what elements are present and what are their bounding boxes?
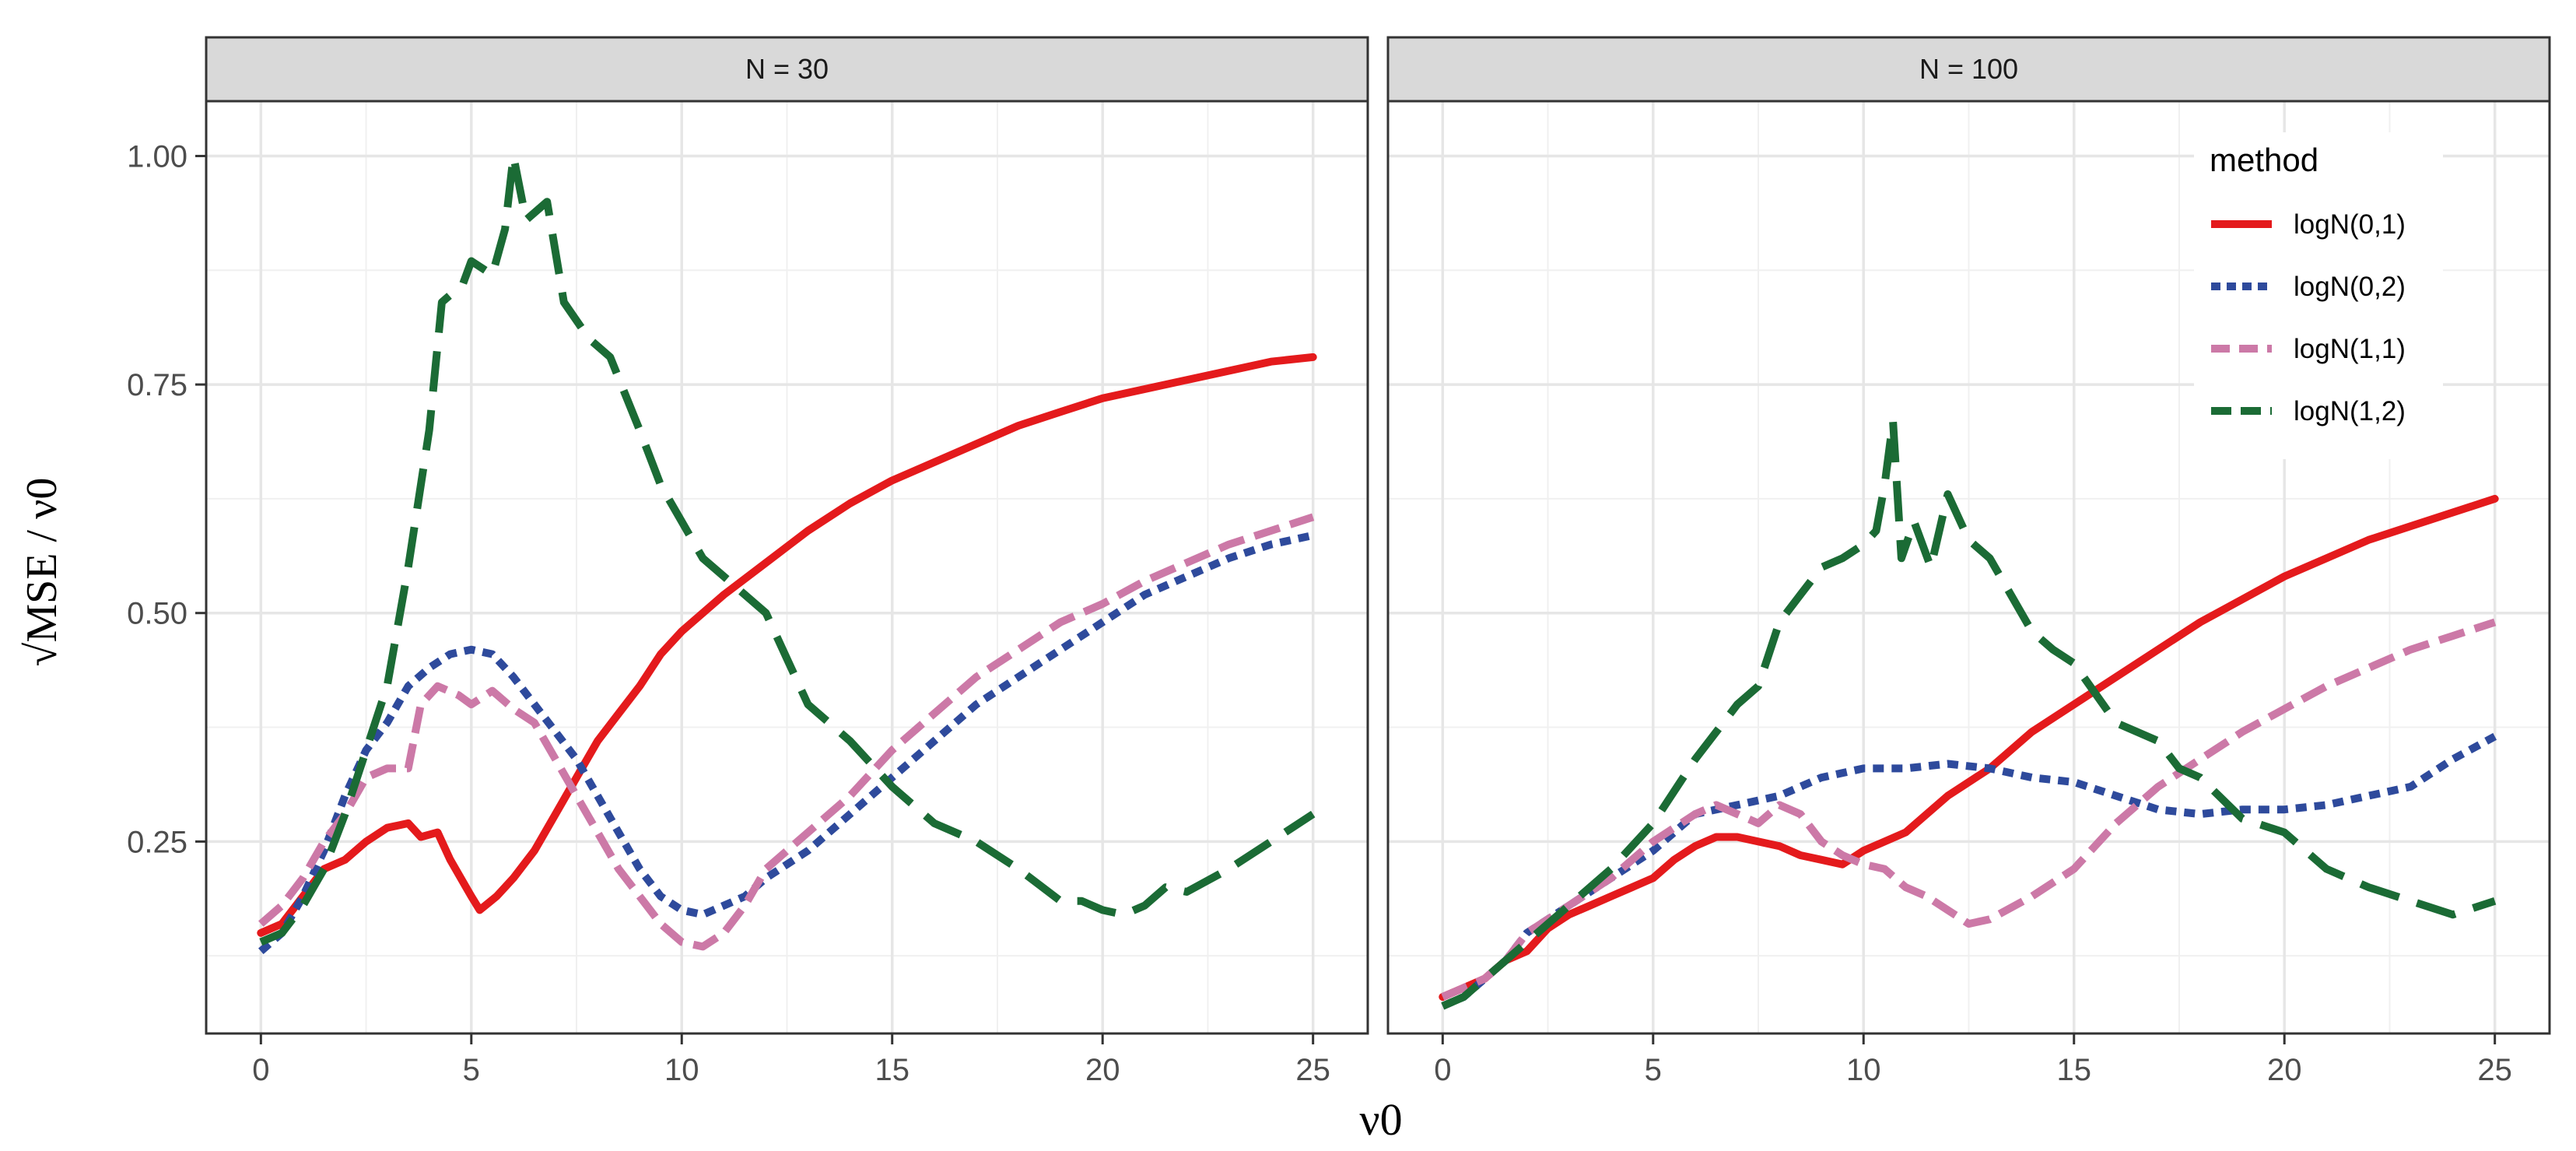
legend-label: logN(0,1) bbox=[2294, 209, 2406, 240]
series-line-logN(0,1) bbox=[257, 353, 1317, 937]
panel-border bbox=[1386, 100, 2551, 1035]
facet-strip-label: N = 100 bbox=[1919, 53, 2018, 85]
legend-label: logN(0,2) bbox=[2294, 272, 2406, 302]
legend-label: logN(1,2) bbox=[2294, 396, 2406, 426]
facet-strip bbox=[205, 36, 1369, 103]
series-line-logN(0,1) bbox=[1439, 494, 2499, 1001]
y-tick-label: 0.50 bbox=[127, 597, 188, 631]
x-tick-label: 5 bbox=[1645, 1053, 1662, 1087]
x-axis-label: ν0 bbox=[1359, 1094, 1402, 1145]
series-line-logN(1,1) bbox=[1441, 618, 2497, 1001]
panel-border bbox=[205, 100, 1369, 1035]
x-tick-label: 10 bbox=[664, 1053, 699, 1087]
x-tick-label: 10 bbox=[1846, 1053, 1881, 1087]
series-line-logN(1,1) bbox=[258, 513, 1315, 951]
x-tick-label: 20 bbox=[1085, 1053, 1120, 1087]
x-tick-label: 15 bbox=[874, 1053, 909, 1087]
series-line-logN(0,2) bbox=[258, 532, 1314, 955]
series-line-logN(1,2) bbox=[259, 152, 1316, 946]
panel-1: N = 30 0 5 10 15 20 25 0.25 0.50 0.75 1.00 bbox=[127, 36, 1369, 1087]
x-tick-label: 0 bbox=[1434, 1053, 1451, 1087]
legend: method logN(0,1) logN(0,2) logN(1,1) logN(1,… bbox=[2194, 132, 2443, 459]
x-tick-label: 20 bbox=[2267, 1053, 2302, 1087]
y-tick-label: 0.25 bbox=[127, 825, 188, 859]
facet-strip bbox=[1386, 36, 2551, 103]
y-tick-label: 1.00 bbox=[127, 139, 188, 174]
y-tick-label: 0.75 bbox=[127, 368, 188, 402]
legend-background bbox=[2194, 132, 2443, 459]
legend-label: logN(1,1) bbox=[2294, 334, 2406, 364]
x-tick-label: 0 bbox=[252, 1053, 269, 1087]
x-tick-label: 25 bbox=[2477, 1053, 2512, 1087]
series-line-logN(1,2) bbox=[1441, 417, 2497, 1010]
x-tick-label: 15 bbox=[2056, 1053, 2091, 1087]
y-axis-label: √MSE / ν0 bbox=[18, 478, 66, 667]
facet-strip-label: N = 30 bbox=[745, 53, 829, 85]
x-tick-label: 25 bbox=[1295, 1053, 1330, 1087]
y-axis-title: √MSE / ν0 bbox=[18, 478, 66, 667]
legend-title: method bbox=[2210, 142, 2318, 178]
x-tick-label: 5 bbox=[463, 1053, 480, 1087]
